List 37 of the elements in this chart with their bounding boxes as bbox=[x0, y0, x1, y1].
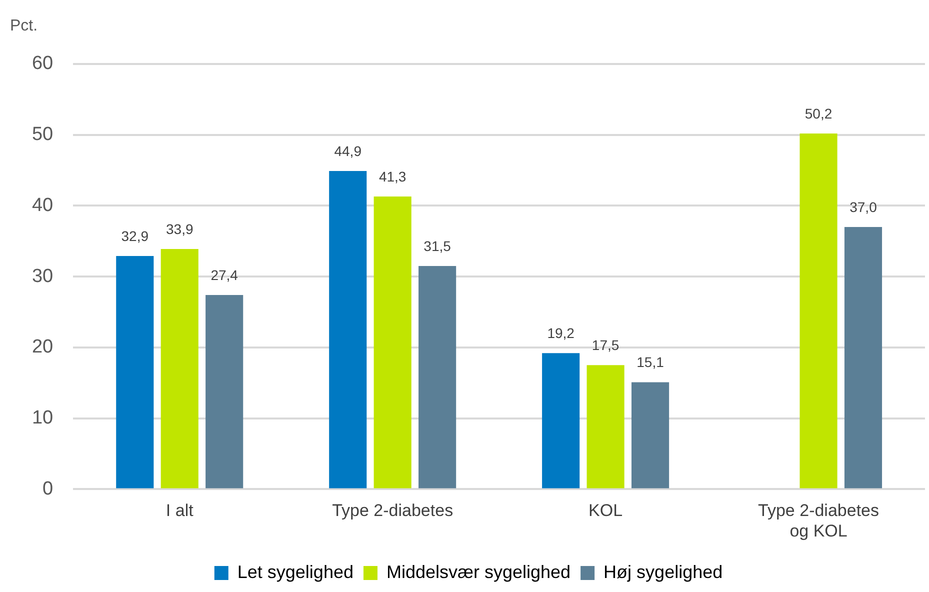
bar bbox=[116, 256, 154, 488]
data-label: 17,5 bbox=[592, 337, 620, 354]
y-tick-label: 20 bbox=[32, 336, 54, 358]
data-label: 31,5 bbox=[424, 238, 452, 254]
bar bbox=[586, 365, 624, 488]
bar bbox=[329, 171, 367, 488]
data-label: 50,2 bbox=[804, 105, 832, 122]
data-label: 33,9 bbox=[166, 220, 194, 237]
bar bbox=[206, 295, 244, 488]
bar bbox=[542, 353, 580, 488]
bar bbox=[844, 226, 882, 488]
data-label: 44,9 bbox=[334, 142, 362, 159]
y-tick-label: 0 bbox=[42, 478, 54, 500]
bar bbox=[160, 248, 198, 488]
x-tick-label: KOL bbox=[588, 501, 623, 520]
x-tick-label: Type 2-diabetes og KOL bbox=[758, 501, 879, 540]
legend-label: Let sygelighed bbox=[237, 562, 354, 582]
y-tick-label: 60 bbox=[32, 53, 54, 74]
data-label: 27,4 bbox=[210, 266, 238, 283]
legend-label: Høj sygelighed bbox=[604, 562, 723, 582]
bar bbox=[374, 196, 412, 488]
data-label: 41,3 bbox=[378, 168, 406, 184]
y-tick-label: 50 bbox=[32, 124, 54, 146]
bar bbox=[800, 133, 838, 488]
data-label: 19,2 bbox=[547, 324, 575, 341]
data-label: 32,9 bbox=[121, 228, 149, 244]
y-tick-label: 40 bbox=[32, 194, 54, 216]
bar bbox=[418, 266, 456, 488]
legend-label: Middelsvær sygelighed bbox=[386, 562, 571, 582]
x-tick-label: Type 2-diabetes bbox=[332, 501, 454, 520]
bar bbox=[631, 382, 670, 488]
x-tick-label: I alt bbox=[166, 501, 194, 520]
y-tick-label: 30 bbox=[32, 266, 54, 287]
data-label: 37,0 bbox=[850, 198, 878, 215]
data-label: 15,1 bbox=[636, 354, 664, 370]
y-axis-title: Pct. bbox=[10, 17, 38, 34]
y-tick-label: 10 bbox=[32, 408, 54, 429]
